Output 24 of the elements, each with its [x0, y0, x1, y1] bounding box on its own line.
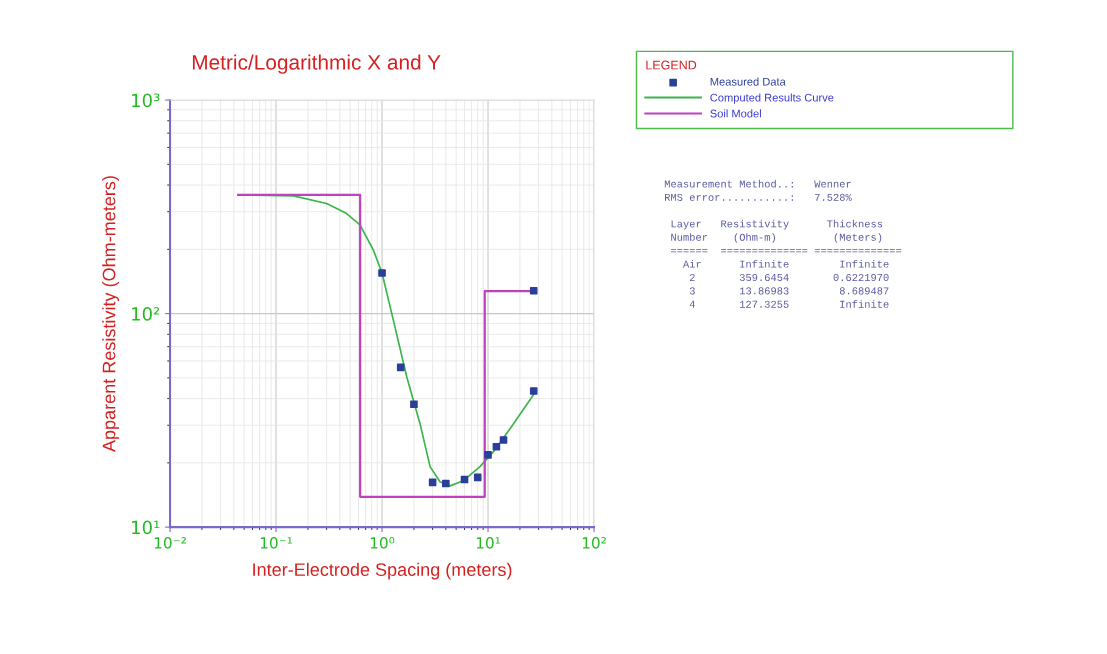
- text: Air Infinite Infinite: [682, 259, 889, 268]
- x-tick-label: 10⁻²: [154, 537, 186, 549]
- legend-title: LEGEND: [646, 60, 697, 70]
- text: Layer Resistivity Thickness: [671, 219, 883, 230]
- x-tick-label: 10⁻¹: [260, 537, 293, 549]
- text: Number (Ohm-m) (Meters): [671, 233, 882, 243]
- text: 4 127.3255 Infinite: [689, 300, 889, 308]
- x-axis-title: Inter-Electrode Spacing (meters): [253, 562, 512, 580]
- y-tick-label: 10²: [132, 307, 160, 321]
- y-tick-label: 10¹: [132, 520, 160, 535]
- x-tick-label: 10⁰: [370, 537, 395, 549]
- text: Measured Data: [710, 77, 786, 86]
- legend-label: Computed Results Curve: [710, 93, 834, 104]
- x-tick-label: 10¹: [476, 537, 500, 549]
- y-tick-label: 10³: [132, 93, 160, 108]
- y-axis-title: Apparent Resistivity (Ohm-meters): [102, 176, 119, 453]
- chart-title: Metric/Logarithmic X and Y: [192, 54, 441, 74]
- legend-label: Soil Model: [710, 109, 761, 118]
- x-tick-label: 10²: [582, 537, 606, 549]
- text: 2 359.6454 0.6221970: [689, 273, 889, 282]
- text: Measurement Method..: Wenner: [664, 179, 851, 188]
- text: RMS error...........: 7.528%: [665, 193, 852, 201]
- text: 3 13.86983 8.689487: [689, 287, 889, 295]
- text: ====== ============== ==============: [671, 249, 902, 253]
